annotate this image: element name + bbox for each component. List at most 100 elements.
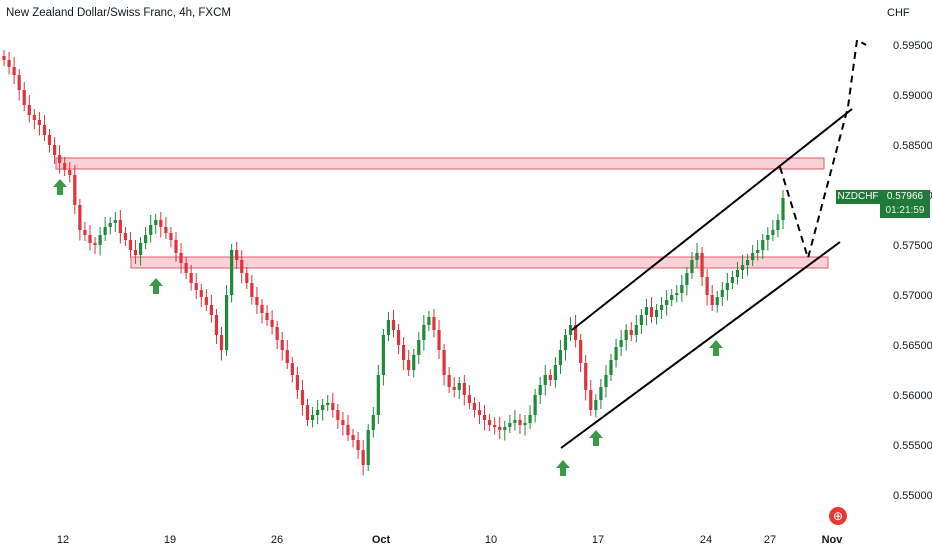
trend-channel [560,108,853,449]
candle [665,290,669,316]
candle [407,350,411,376]
candle [2,50,6,66]
candle [154,214,158,234]
support-arrows [53,179,723,476]
candle [437,320,441,359]
candle [351,429,355,448]
price-badge: NZDCHF 0.57966 01:21:59 [836,190,930,218]
candle [609,354,613,381]
candle [336,404,340,429]
candle [498,417,502,439]
candle [503,421,507,441]
candle [659,297,664,319]
candle [629,322,633,341]
candle [179,243,183,274]
candle [42,115,47,141]
candle [356,432,360,459]
up-arrow-icon [53,179,67,195]
resistance-zones [55,157,829,269]
y-tick-label: 0.55000 [893,490,932,502]
candle [52,137,57,164]
x-tick-label: 27 [764,534,776,546]
candle [204,289,208,311]
candle [396,324,401,354]
candle [771,220,775,241]
x-tick-label: 24 [700,534,712,546]
candle [108,217,112,235]
candle [761,234,765,259]
candle [452,377,456,398]
candle [63,157,67,176]
candle [735,262,740,285]
candle [305,399,310,426]
candle [184,257,188,279]
candle [88,225,92,251]
candle [548,369,552,386]
candle [58,145,62,174]
candle [265,305,269,326]
candle [447,367,451,393]
y-tick-label: 0.57500 [893,240,932,252]
y-tick-label: 0.59000 [893,90,932,102]
candle [756,240,760,261]
channel-lower-line [560,241,841,449]
candle [93,237,97,254]
candle [144,227,148,249]
candle [149,215,153,243]
candle [766,227,770,251]
candle [245,267,249,289]
candle [189,265,193,291]
candle [477,402,482,424]
candle [670,289,674,306]
x-tick-label: Oct [372,534,391,546]
candle [594,394,598,418]
candle [523,415,527,436]
candle [543,365,547,396]
candle [402,337,406,371]
x-tick-label: 12 [57,534,69,546]
candle [690,252,694,279]
candle [553,357,557,388]
candle [83,222,87,241]
y-tick-label: 0.56000 [893,390,932,402]
candle [675,285,679,303]
candle [224,285,229,356]
candle [7,52,11,75]
candle [568,317,573,341]
candle [98,227,102,256]
candle [533,389,537,423]
candle [361,440,365,476]
candle [589,380,593,416]
candle [518,414,522,434]
candle [73,165,77,214]
candle [103,217,107,241]
candle [604,365,608,398]
candle [138,237,143,266]
candle [528,405,532,429]
candle [720,282,724,306]
candle [584,355,588,401]
candle [700,247,704,286]
reset-icon[interactable]: ⊕ [829,507,847,525]
candle [579,334,583,372]
candle [290,357,294,383]
candle [417,332,421,364]
candle [442,344,446,386]
candle [235,242,239,269]
x-tick-label: 17 [592,534,604,546]
candle [366,424,370,471]
candle [174,232,178,262]
candle [427,311,431,331]
candle [422,315,426,351]
candle [574,315,578,348]
candle [619,330,623,356]
projection-line [779,38,867,262]
resistance-zone [55,157,825,170]
candle [563,329,568,361]
candle [326,395,330,411]
candle [260,299,264,324]
candle [558,340,563,374]
y-tick-label: 0.59500 [893,40,932,52]
x-tick-label: Nov [822,534,844,546]
